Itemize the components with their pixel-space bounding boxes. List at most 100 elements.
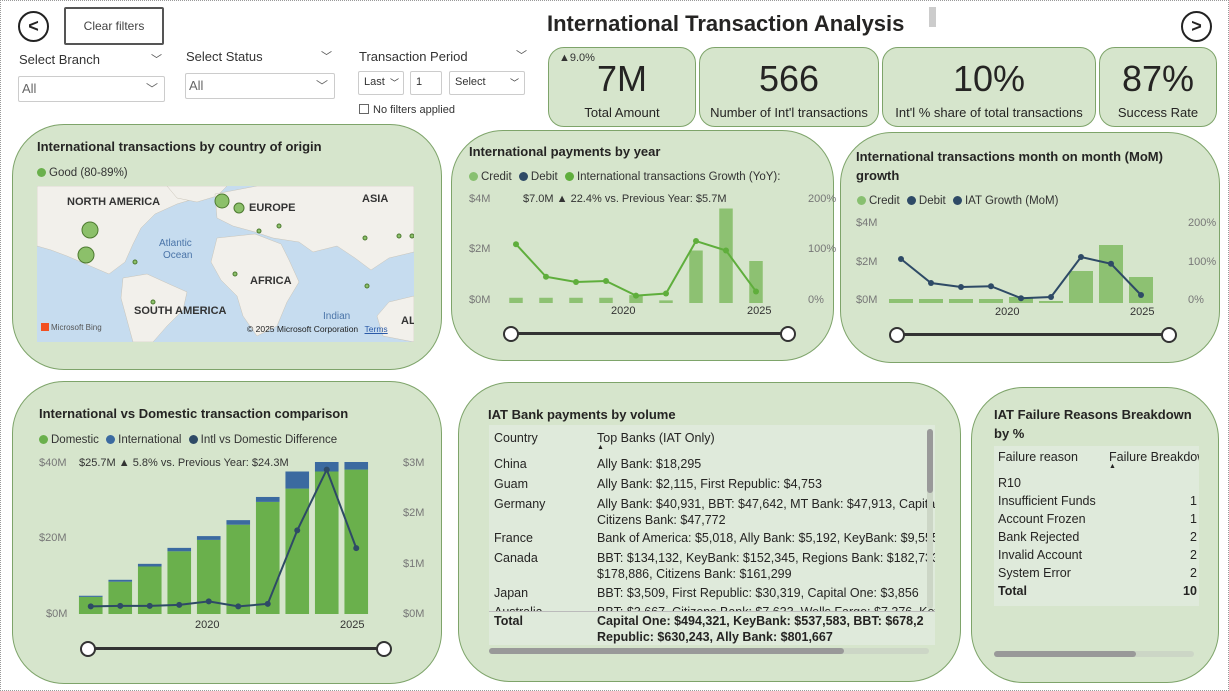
- branch-dropdown[interactable]: All ﹀: [18, 76, 165, 102]
- bar-international-2025[interactable]: [344, 462, 369, 470]
- bar-international-2022[interactable]: [255, 496, 280, 502]
- bar-credit-2020[interactable]: [599, 297, 613, 303]
- bar-international-2016[interactable]: [78, 595, 103, 597]
- line-point-2017[interactable]: [898, 256, 904, 262]
- line-point-2019[interactable]: [958, 284, 964, 290]
- chevron-down-icon[interactable]: ﹀: [321, 51, 332, 63]
- scrollbar-thumb[interactable]: [994, 651, 1136, 657]
- yearly-range-slider[interactable]: [511, 332, 788, 335]
- line-point-2022[interactable]: [1048, 294, 1054, 300]
- table-row[interactable]: Germany Ally Bank: $40,931, BBT: $47,642,…: [489, 497, 935, 531]
- table-row[interactable]: France Bank of America: $5,018, Ally Bank…: [489, 531, 935, 549]
- line-point-2019[interactable]: [176, 601, 183, 608]
- bar-credit-2022[interactable]: [1039, 301, 1063, 303]
- line-point-2023[interactable]: [693, 238, 699, 245]
- line-point-2025[interactable]: [353, 545, 360, 552]
- slider-handle-end[interactable]: [1161, 327, 1177, 343]
- bar-domestic-2021[interactable]: [226, 524, 251, 614]
- back-button[interactable]: <: [18, 11, 49, 42]
- forward-button[interactable]: >: [1181, 11, 1212, 42]
- bar-credit-2019[interactable]: [949, 299, 973, 303]
- line-point-2022[interactable]: [264, 600, 271, 607]
- failure-table-hscroll[interactable]: [994, 651, 1194, 657]
- table-row[interactable]: Account Frozen 1: [994, 512, 1199, 530]
- comparison-range-slider[interactable]: [88, 647, 384, 650]
- column-header-reason[interactable]: Failure reason: [998, 450, 1078, 464]
- bar-credit-2023[interactable]: [689, 250, 703, 304]
- bar-credit-2017[interactable]: [509, 297, 523, 303]
- line-point-2016[interactable]: [87, 603, 94, 610]
- line-point-2024[interactable]: [323, 466, 330, 473]
- slider-handle-start[interactable]: [80, 641, 96, 657]
- status-dropdown[interactable]: All ﹀: [185, 73, 335, 99]
- bar-domestic-2018[interactable]: [137, 566, 162, 615]
- line-point-2017[interactable]: [117, 602, 124, 609]
- line-point-2018[interactable]: [928, 280, 934, 286]
- line-point-2023[interactable]: [294, 527, 301, 534]
- bar-international-2018[interactable]: [137, 563, 162, 567]
- table-row[interactable]: System Error 2: [994, 566, 1199, 584]
- bar-credit-2025[interactable]: [1129, 277, 1153, 303]
- world-map[interactable]: NORTH AMERICA EUROPE ASIA Atlantic Ocean…: [37, 186, 414, 342]
- bar-credit-2024[interactable]: [719, 208, 733, 304]
- line-point-2019[interactable]: [573, 279, 579, 285]
- comparison-chart-plot[interactable]: [76, 462, 371, 614]
- bar-credit-2017[interactable]: [889, 299, 913, 303]
- table-row[interactable]: Guam Ally Bank: $2,115, First Republic: $…: [489, 477, 925, 495]
- bar-domestic-2022[interactable]: [255, 501, 280, 614]
- column-header-banks[interactable]: Top Banks (IAT Only): [597, 431, 715, 445]
- chevron-down-icon[interactable]: ﹀: [516, 50, 527, 62]
- line-point-2023[interactable]: [1078, 254, 1084, 260]
- scrollbar-thumb[interactable]: [489, 648, 844, 654]
- bar-international-2019[interactable]: [167, 547, 192, 552]
- bar-international-2021[interactable]: [226, 520, 251, 525]
- line-point-2020[interactable]: [205, 598, 212, 605]
- bar-international-2020[interactable]: [196, 536, 221, 540]
- bar-credit-2024[interactable]: [1099, 245, 1123, 303]
- slider-handle-end[interactable]: [376, 641, 392, 657]
- line-point-2024[interactable]: [723, 247, 729, 254]
- bar-credit-2023[interactable]: [1069, 271, 1093, 303]
- monthly-chart-plot[interactable]: [886, 223, 1156, 303]
- bar-credit-2025[interactable]: [749, 261, 763, 303]
- bar-credit-2021[interactable]: [629, 295, 643, 303]
- bar-credit-2022[interactable]: [659, 300, 673, 303]
- bar-domestic-2020[interactable]: [196, 539, 221, 614]
- monthly-range-slider[interactable]: [897, 333, 1169, 336]
- bar-international-2017[interactable]: [108, 579, 133, 582]
- bar-credit-2018[interactable]: [539, 297, 553, 303]
- bar-credit-2019[interactable]: [569, 297, 583, 303]
- bar-domestic-2024[interactable]: [314, 471, 339, 615]
- table-row[interactable]: Canada BBT: $134,132, KeyBank: $152,345, …: [489, 551, 935, 585]
- bar-domestic-2017[interactable]: [108, 581, 133, 614]
- line-point-2025[interactable]: [1138, 292, 1144, 298]
- period-mode-dropdown[interactable]: Last ﹀: [358, 71, 404, 95]
- chevron-down-icon[interactable]: ﹀: [151, 54, 162, 66]
- vertical-scrollbar[interactable]: [927, 429, 933, 609]
- line-point-2020[interactable]: [988, 283, 994, 290]
- period-unit-dropdown[interactable]: Select ﹀: [449, 71, 525, 95]
- column-header-country[interactable]: Country: [494, 431, 538, 445]
- bar-international-2023[interactable]: [285, 471, 310, 489]
- line-point-2021[interactable]: [235, 603, 242, 610]
- table-row[interactable]: Invalid Account 2: [994, 548, 1199, 566]
- line-point-2017[interactable]: [513, 241, 519, 248]
- line-point-2018[interactable]: [543, 273, 549, 280]
- line-point-2022[interactable]: [663, 290, 669, 297]
- bar-domestic-2025[interactable]: [344, 469, 369, 614]
- slider-handle-start[interactable]: [889, 327, 905, 343]
- line-point-2021[interactable]: [633, 292, 639, 299]
- column-header-breakdown[interactable]: Failure Breakdown: [1109, 450, 1199, 464]
- clear-filters-button[interactable]: Clear filters: [64, 7, 164, 45]
- period-count-input[interactable]: 1: [410, 71, 442, 95]
- bank-table-hscroll[interactable]: [489, 648, 929, 654]
- slider-handle-start[interactable]: [503, 326, 519, 342]
- line-point-2024[interactable]: [1108, 260, 1114, 267]
- bar-credit-2020[interactable]: [979, 299, 1003, 303]
- line-point-2025[interactable]: [753, 288, 759, 295]
- table-row[interactable]: R10: [994, 476, 1199, 494]
- scrollbar-thumb[interactable]: [927, 429, 933, 493]
- terms-link[interactable]: Terms: [364, 324, 388, 334]
- line-point-2018[interactable]: [146, 602, 153, 609]
- yearly-chart-plot[interactable]: [501, 198, 771, 303]
